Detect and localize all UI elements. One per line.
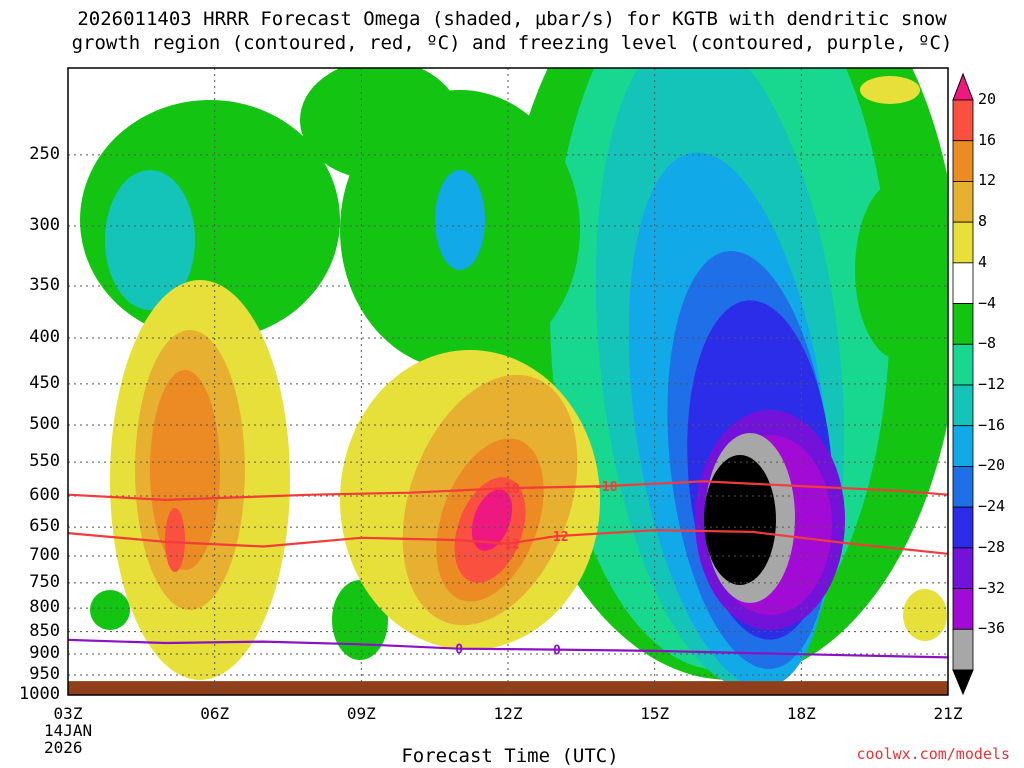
colorbar-tick-label: 12 [978, 171, 997, 190]
contour-label: -18 [594, 480, 618, 495]
omega-band-minus-4 [90, 590, 130, 630]
omega-shading [80, 68, 948, 689]
chart-title-line2: growth region (contoured, red, ºC) and f… [71, 32, 953, 54]
colorbar-segment [952, 628, 974, 671]
y-tick-label: 900 [29, 642, 60, 663]
y-tick-label: 650 [29, 516, 60, 537]
colorbar-segment [952, 343, 974, 386]
y-tick-label: 700 [29, 545, 60, 566]
colorbar-segment [952, 384, 974, 427]
omega-band-minimum [704, 455, 776, 585]
colorbar-tick-label: 16 [978, 130, 997, 149]
colorbar-tick-label: 8 [978, 212, 988, 231]
y-tick-label: 600 [29, 484, 60, 505]
x-tick-label: 18Z [786, 704, 816, 723]
colorbar-segment [952, 303, 974, 345]
omega-band-minus-16 [435, 170, 485, 270]
y-tick-label: 450 [29, 372, 60, 393]
ground-layer [68, 681, 948, 695]
y-tick-label: 850 [29, 620, 60, 641]
colorbar-segment [952, 466, 974, 508]
colorbar-segment [952, 588, 974, 630]
colorbar-tick-label: −4 [978, 293, 997, 312]
y-tick-label: 500 [29, 413, 60, 434]
omega-band-plus-4 [903, 589, 947, 641]
temperature-contours: -18 -18 -12 -12 0 0 [68, 480, 948, 659]
x-tick-label: 21Z [933, 704, 963, 723]
colorbar-tick-label: −28 [978, 537, 1006, 556]
omega-band-plus-20 [471, 489, 513, 551]
contour-label: -12 [496, 538, 519, 553]
contour-label: -12 [545, 530, 568, 545]
omega-band-minus-12 [105, 170, 195, 310]
y-tick-label: 550 [29, 451, 60, 472]
omega-band-minus-4 [855, 180, 945, 360]
ground-fill [68, 681, 948, 695]
colorbar-tick-label: −24 [978, 497, 1006, 516]
colorbar-segment [952, 140, 974, 182]
colorbar-tick-label: −16 [978, 415, 1006, 434]
x-tick-label: 09Z [346, 704, 376, 723]
contour--12 [68, 529, 948, 555]
colorbar-tick-label: 20 [978, 90, 997, 108]
contour-label: 0 [553, 644, 561, 659]
colorbar-segment [952, 99, 974, 142]
omega-band-plus-16 [165, 508, 185, 572]
omega-band-minus-4 [300, 68, 460, 180]
y-tick-label: 350 [29, 275, 60, 295]
colorbar-arrow-bottom [952, 669, 974, 696]
y-tick-label: 800 [29, 597, 60, 618]
colorbar-tick-label: −20 [978, 456, 1006, 475]
y-tick-label: 950 [29, 664, 60, 685]
chart-title-line1: 2026011403 HRRR Forecast Omega (shaded, … [77, 8, 947, 30]
colorbar-tick-label: 4 [978, 252, 988, 271]
colorbar-arrow-top [952, 72, 974, 101]
x-date-year: 2026 [44, 738, 83, 757]
plot-frame [67, 67, 949, 696]
y-tick-label: 750 [29, 571, 60, 592]
x-axis-label: Forecast Time (UTC) [401, 745, 619, 767]
colorbar-segment [952, 181, 974, 223]
colorbar-segment [952, 262, 974, 304]
y-tick-label: 250 [29, 143, 60, 164]
source-credit: coolwx.com/models [856, 745, 1010, 763]
colorbar-tick-label: −36 [978, 619, 1006, 638]
x-tick-label: 12Z [493, 704, 523, 723]
omega-band-plus-4 [860, 76, 920, 104]
colorbar-tick-label: −8 [978, 334, 997, 353]
y-tick-label: 300 [29, 214, 60, 235]
x-date-day: 14JAN [44, 721, 93, 740]
colorbar-segment [952, 221, 974, 264]
x-tick-label: 15Z [640, 704, 670, 723]
plot-border [67, 67, 949, 696]
colorbar-segment [952, 506, 974, 549]
contour-label: -18 [496, 482, 520, 497]
contour-label: 0 [455, 643, 463, 658]
contour--18 [68, 480, 948, 502]
y-tick-label: 1000 [19, 684, 60, 704]
colorbar-segment [952, 425, 974, 467]
contour-0 [68, 638, 948, 659]
omega-colorbar [952, 72, 974, 696]
colorbar-tick-label: −12 [978, 375, 1006, 393]
colorbar-tick-label: −32 [978, 578, 1006, 597]
x-tick-label: 06Z [200, 704, 230, 723]
x-tick-label: 03Z [53, 704, 83, 723]
colorbar-segment [952, 547, 974, 589]
y-tick-label: 400 [29, 327, 60, 348]
